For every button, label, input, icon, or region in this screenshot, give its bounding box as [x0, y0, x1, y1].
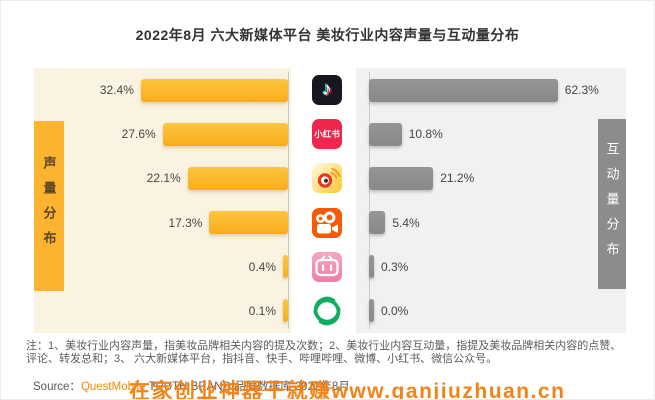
- sov-row-kuaishou: 17.3%: [34, 201, 291, 245]
- engagement-bar-wechat: [369, 299, 374, 323]
- engagement-bar-bilibili: [369, 255, 374, 279]
- sov-banner: 声量分布: [34, 121, 64, 291]
- bilibili-tv-glyph: [315, 255, 339, 276]
- sov-value-label: 17.3%: [168, 215, 203, 230]
- watermark-text: 在家创业神器干就赚www.ganjiuzhuan.cn: [129, 380, 566, 400]
- source-rest: TRUTH BRAND 品牌数据库 2022年8月: [145, 381, 350, 393]
- engagement-banner: 互动量分布: [598, 119, 626, 289]
- page-title: 2022年8月 六大新媒体平台 美妆行业内容声量与互动量分布: [135, 27, 520, 43]
- weibo-icon: [312, 163, 342, 194]
- kuaishou-camera-glyph: [316, 211, 338, 234]
- sov-row-xiaohongshu: 27.6%: [34, 112, 291, 156]
- xiaohongshu-icon: 小红书: [312, 119, 342, 150]
- engagement-rows: 62.3% 10.8% 21.2% 5.4% 0.3% 0.0%: [356, 68, 626, 333]
- weibo-eye-glyph: [317, 168, 341, 189]
- engagement-value-label: 62.3%: [564, 83, 599, 98]
- footnote-line-1: 注：1、美妆行业内容声量，指美妆品牌相关内容的提及次数；2、美妆行业内容互动量，…: [26, 340, 622, 352]
- sov-row-douyin: 32.4%: [34, 68, 291, 112]
- icon-cell-bilibili: [301, 245, 353, 289]
- engagement-row-bilibili: 0.3%: [356, 245, 626, 289]
- sov-row-bilibili: 0.4%: [34, 245, 291, 289]
- icon-cell-weibo: [301, 156, 353, 200]
- engagement-value-label: 10.8%: [408, 127, 443, 142]
- sov-bar-kuaishou: [209, 211, 288, 235]
- engagement-row-wechat: 0.0%: [356, 289, 626, 333]
- wechat-mp-icon: [312, 296, 342, 326]
- engagement-row-kuaishou: 5.4%: [356, 201, 626, 245]
- source-prefix: Source：: [33, 381, 81, 393]
- engagement-bar-xiaohongshu: [369, 122, 402, 146]
- sov-value-label: 22.1%: [146, 171, 181, 186]
- engagement-axis-line: [369, 72, 370, 329]
- sov-bar-weibo: [187, 166, 288, 190]
- sov-value-label: 0.4%: [248, 259, 276, 274]
- icon-cell-kuaishou: [301, 201, 353, 245]
- engagement-value-label: 21.2%: [440, 171, 475, 186]
- engagement-chart-panel: 62.3% 10.8% 21.2% 5.4% 0.3% 0.0%: [356, 68, 626, 333]
- sov-value-label: 0.1%: [248, 303, 276, 318]
- icon-cell-xiaohongshu: 小红书: [301, 112, 353, 156]
- xiaohongshu-wordmark: 小红书: [314, 129, 340, 140]
- platform-icon-column: ♪ 小红书: [301, 68, 353, 333]
- sov-axis-line: [288, 72, 289, 329]
- sov-chart-panel: 声量分布 32.4% 27.6% 22.1% 17.3% 0.4%: [34, 68, 291, 333]
- kuaishou-icon: [312, 207, 342, 238]
- engagement-row-xiaohongshu: 10.8%: [356, 112, 626, 156]
- sov-bar-wechat: [283, 299, 288, 323]
- footnote: 注：1、美妆行业内容声量，指美妆品牌相关内容的提及次数；2、美妆行业内容互动量，…: [26, 340, 641, 366]
- music-note-glyph: ♪: [322, 79, 332, 101]
- icon-cell-douyin: ♪: [301, 68, 353, 112]
- wechat-mp-swirl-glyph: [313, 296, 341, 326]
- douyin-icon: ♪: [312, 75, 342, 106]
- footnote-line-2: 评论、转发总和；3、 六大新媒体平台，指抖音、快手、哔哩哔哩、微博、小红书、微信…: [26, 353, 498, 365]
- source-brand: QuestMobile: [80, 381, 146, 393]
- engagement-bar-douyin: [369, 78, 558, 102]
- sov-row-wechat: 0.1%: [34, 289, 291, 333]
- engagement-value-label: 0.0%: [381, 303, 409, 318]
- bilibili-icon: [312, 251, 342, 282]
- source-line: Source：QuestMobile TRUTH BRAND 品牌数据库 202…: [33, 378, 350, 394]
- sov-bar-xiaohongshu: [162, 122, 288, 146]
- sov-bar-douyin: [140, 78, 288, 102]
- sov-rows: 32.4% 27.6% 22.1% 17.3% 0.4% 0.1%: [34, 68, 291, 333]
- engagement-value-label: 5.4%: [392, 215, 420, 230]
- engagement-row-douyin: 62.3%: [356, 68, 626, 112]
- sov-value-label: 32.4%: [99, 83, 134, 98]
- engagement-bar-kuaishou: [369, 211, 386, 235]
- engagement-value-label: 0.3%: [381, 259, 409, 274]
- sov-bar-bilibili: [283, 255, 288, 279]
- engagement-row-weibo: 21.2%: [356, 156, 626, 200]
- icon-cell-wechat: [301, 289, 353, 333]
- sov-row-weibo: 22.1%: [34, 156, 291, 200]
- sov-value-label: 27.6%: [121, 127, 156, 142]
- engagement-bar-weibo: [369, 166, 434, 190]
